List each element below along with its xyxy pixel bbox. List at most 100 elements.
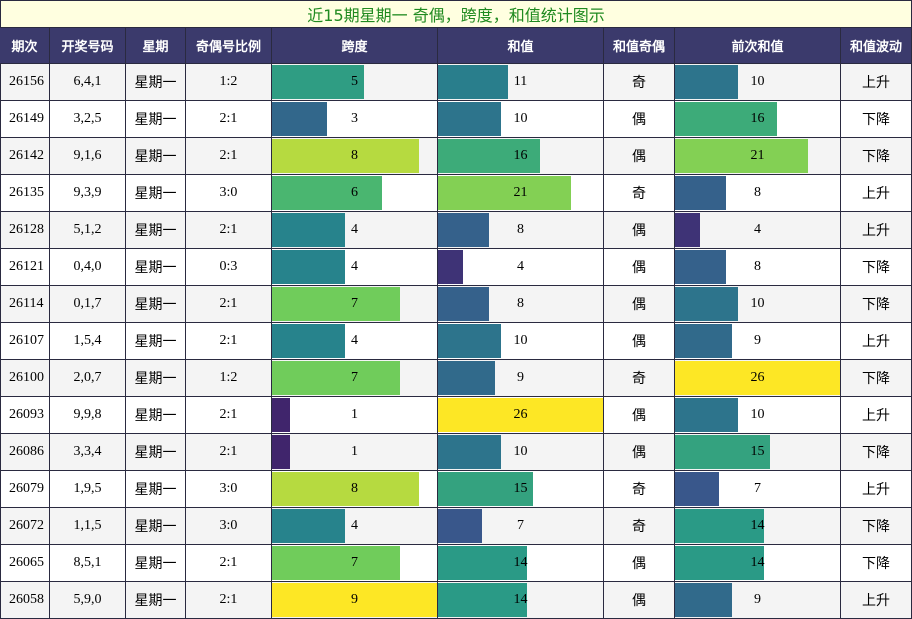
table-cell: 26065: [0, 545, 50, 582]
cell-text: 26065: [9, 555, 44, 570]
cell-text: 9: [517, 370, 524, 385]
cell-text: 3:0: [219, 185, 238, 200]
table-cell: 2:1: [186, 397, 272, 434]
table-cell: 下降: [841, 434, 912, 471]
cell-text: 奇: [632, 371, 646, 387]
table-cell: 4: [438, 249, 604, 286]
table-cell: 3,2,5: [50, 101, 126, 138]
table-cell: 3:0: [186, 508, 272, 545]
cell-text: 星期一: [134, 482, 177, 498]
table-cell: 11: [438, 64, 604, 101]
cell-text: 10: [750, 296, 765, 311]
cell-text: 星期一: [134, 519, 177, 535]
cell-text: 0:3: [219, 259, 238, 274]
cell-text: 26072: [9, 518, 44, 533]
table-cell: 7: [438, 508, 604, 545]
data-bar: [272, 176, 382, 210]
cell-text: 4: [351, 259, 358, 274]
cell-text: 上升: [862, 223, 890, 239]
cell-text: 2,0,7: [73, 370, 102, 385]
cell-text: 26107: [9, 333, 44, 348]
table-cell: 星期一: [126, 508, 186, 545]
cell-text: 偶: [632, 260, 646, 276]
cell-text: 上升: [862, 408, 890, 424]
data-bar: [675, 102, 777, 136]
cell-text: 14: [513, 555, 528, 570]
cell-text: 1: [351, 407, 358, 422]
cell-text: 26: [750, 370, 765, 385]
cell-text: 21: [750, 148, 765, 163]
cell-text: 26058: [9, 592, 44, 607]
table-cell: 9: [675, 323, 841, 360]
cell-text: 8: [754, 185, 761, 200]
table-cell: 14: [438, 582, 604, 619]
table-cell: 上升: [841, 64, 912, 101]
cell-text: 7: [351, 370, 358, 385]
data-bar: [438, 250, 464, 284]
table-cell: 奇: [604, 508, 675, 545]
table-cell: 星期一: [126, 545, 186, 582]
table-cell: 8: [438, 212, 604, 249]
table-cell: 星期一: [126, 249, 186, 286]
cell-text: 上升: [862, 482, 890, 498]
cell-text: 偶: [632, 593, 646, 609]
cell-text: 星期一: [134, 260, 177, 276]
cell-text: 9: [754, 333, 761, 348]
cell-text: 9,1,6: [73, 148, 102, 163]
cell-text: 上升: [862, 593, 890, 609]
cell-text: 4: [754, 222, 761, 237]
cell-text: 2:1: [219, 407, 238, 422]
table-cell: 3:0: [186, 175, 272, 212]
data-bar: [675, 250, 726, 284]
cell-text: 偶: [632, 112, 646, 128]
table-cell: 1,5,4: [50, 323, 126, 360]
cell-text: 26135: [9, 185, 44, 200]
cell-text: 2:1: [219, 333, 238, 348]
cell-text: 9: [351, 592, 358, 607]
header-cell: 星期: [126, 28, 186, 64]
cell-text: 下降: [862, 371, 890, 387]
cell-text: 下降: [862, 297, 890, 313]
cell-text: 星期一: [134, 112, 177, 128]
table-cell: 15: [438, 471, 604, 508]
table-cell: 偶: [604, 138, 675, 175]
cell-text: 26093: [9, 407, 44, 422]
cell-text: 2:1: [219, 444, 238, 459]
table-cell: 16: [675, 101, 841, 138]
cell-text: 10: [513, 111, 528, 126]
table-cell: 26114: [0, 286, 50, 323]
cell-text: 10: [750, 74, 765, 89]
table-cell: 5,9,0: [50, 582, 126, 619]
table-cell: 26086: [0, 434, 50, 471]
cell-text: 5,9,0: [73, 592, 102, 607]
cell-text: 5,1,2: [73, 222, 102, 237]
table-cell: 奇: [604, 360, 675, 397]
table-cell: 2:1: [186, 582, 272, 619]
table-cell: 1:2: [186, 360, 272, 397]
table-cell: 星期一: [126, 323, 186, 360]
cell-text: 下降: [862, 445, 890, 461]
table-cell: 26128: [0, 212, 50, 249]
header-text: 跨度: [341, 40, 368, 55]
table-cell: 9: [272, 582, 438, 619]
data-bar: [675, 435, 771, 469]
cell-text: 偶: [632, 297, 646, 313]
table-cell: 4: [272, 323, 438, 360]
table-cell: 26072: [0, 508, 50, 545]
cell-text: 3:0: [219, 481, 238, 496]
cell-text: 26: [513, 407, 528, 422]
table-cell: 2:1: [186, 323, 272, 360]
table-cell: 10: [438, 101, 604, 138]
data-bar: [272, 324, 346, 358]
data-bar: [675, 509, 764, 543]
table-cell: 0,4,0: [50, 249, 126, 286]
cell-text: 3: [351, 111, 358, 126]
cell-text: 15: [750, 444, 765, 459]
cell-text: 3,2,5: [73, 111, 102, 126]
table-cell: 下降: [841, 249, 912, 286]
cell-text: 10: [513, 444, 528, 459]
data-bar: [272, 472, 419, 506]
data-bar: [438, 398, 603, 432]
cell-text: 9: [754, 592, 761, 607]
table-cell: 5,1,2: [50, 212, 126, 249]
